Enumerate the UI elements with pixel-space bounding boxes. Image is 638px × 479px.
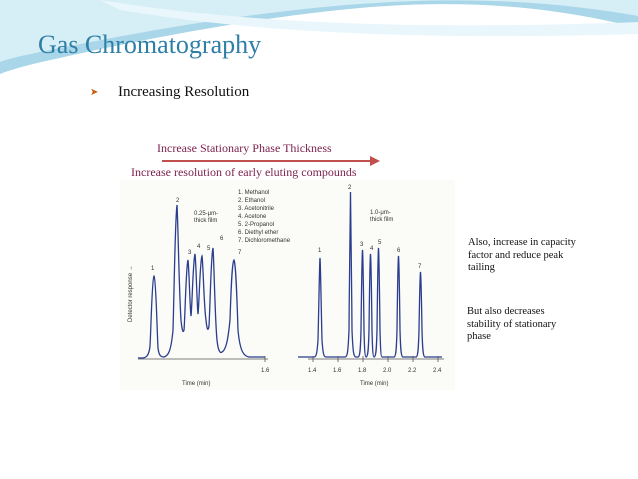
right-peak-label-6: 6 (397, 248, 401, 254)
left-peak-label-4: 4 (197, 244, 201, 250)
left-peak-label-6: 6 (220, 236, 224, 242)
legend-item-7: 7. Dichloromethane (238, 238, 291, 244)
right-tick-label-1: 1.4 (308, 368, 317, 374)
right-tick-label-2: 1.6 (333, 368, 342, 374)
left-chromatogram-trace (138, 204, 265, 359)
left-peak-label-7: 7 (238, 250, 242, 256)
legend-item-6: 6. Diethyl ether (238, 230, 278, 236)
early-eluting-label: Increase resolution of early eluting com… (131, 165, 357, 179)
right-peak-label-5: 5 (378, 240, 382, 246)
left-film-label-line2: thick film (194, 218, 217, 224)
right-tick-label-4: 2.0 (383, 368, 392, 374)
left-peak-label-1: 1 (151, 266, 155, 272)
right-peak-label-4: 4 (370, 246, 374, 252)
right-x-axis-label: Time (min) (360, 381, 388, 387)
left-peak-label-2: 2 (176, 198, 180, 204)
right-film-label-line2: thick film (370, 217, 393, 223)
right-chromatogram-trace (298, 191, 442, 358)
right-peak-label-1: 1 (318, 248, 322, 254)
legend-item-3: 3. Acetonitrile (238, 206, 275, 212)
compound-legend: 1. Methanol 2. Ethanol 3. Acetonitrile 4… (238, 190, 291, 244)
bullet-text: Increasing Resolution (118, 84, 250, 100)
stability-note: But also decreases stability of stationa… (467, 306, 557, 342)
right-film-label-line1: 1.0-μm- (370, 210, 391, 216)
right-x-ticks (312, 356, 439, 362)
bullet-item: ➤ Increasing Resolution (90, 84, 249, 101)
legend-item-4: 4. Acetone (238, 214, 267, 220)
slide-title: Gas Chromatography (38, 30, 262, 59)
legend-item-5: 5. 2-Propanol (238, 222, 274, 228)
figure-background (120, 180, 455, 390)
left-tick-label: 1.6 (261, 368, 270, 374)
right-tick-label-6: 2.4 (433, 368, 442, 374)
y-axis-label: Detector response → (128, 265, 134, 322)
left-x-axis-label: Time (min) (182, 381, 210, 387)
right-arrow-icon (162, 156, 380, 166)
legend-item-1: 1. Methanol (238, 190, 269, 196)
right-tick-label-5: 2.2 (408, 368, 417, 374)
capacity-factor-note: Also, increase in capacity factor and re… (468, 237, 576, 273)
right-peak-label-3: 3 (360, 242, 364, 248)
right-peak-label-2: 2 (348, 185, 352, 191)
arrow-bullet-icon: ➤ (90, 87, 99, 98)
chromatogram-figure: Detector response → 1.6 Time (min) 1 2 3… (120, 180, 455, 390)
header-wave-decoration (0, 0, 638, 74)
legend-item-2: 2. Ethanol (238, 198, 265, 204)
stationary-phase-label: Increase Stationary Phase Thickness (157, 141, 332, 155)
left-film-label-line1: 0.25-μm- (194, 211, 218, 217)
left-peak-label-3: 3 (188, 250, 192, 256)
left-peak-label-5: 5 (207, 246, 211, 252)
right-peak-label-7: 7 (418, 264, 422, 270)
right-tick-label-3: 1.8 (358, 368, 367, 374)
